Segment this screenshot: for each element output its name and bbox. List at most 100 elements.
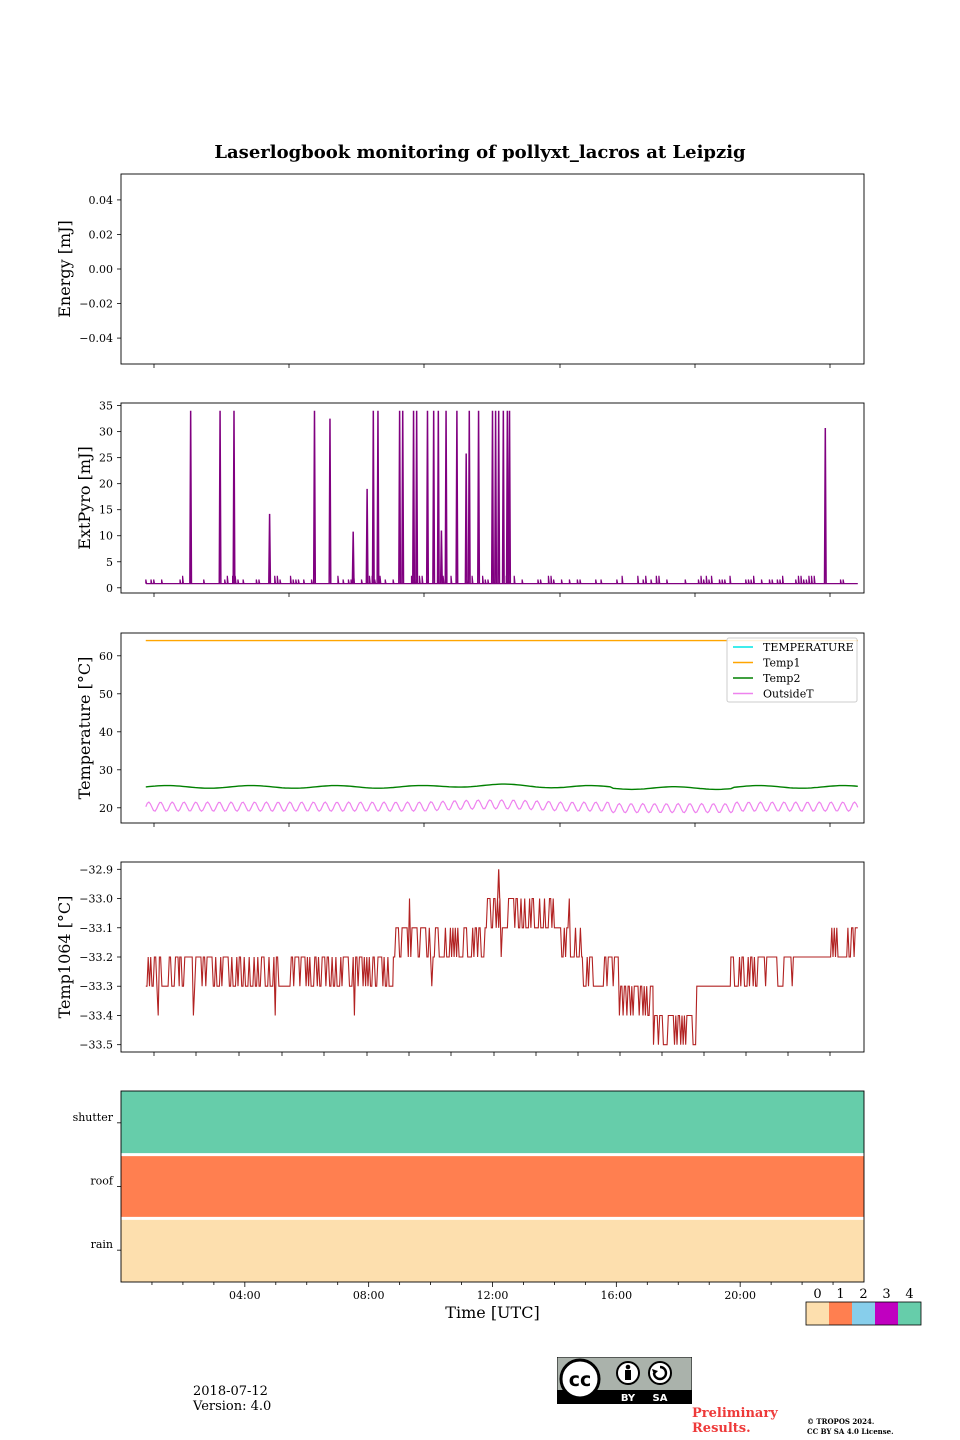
- y-tick-label: 60: [99, 650, 113, 663]
- extpyro-spike: [439, 530, 443, 584]
- flag-row-roof: [121, 1154, 864, 1219]
- copyright-notice: © TROPOS 2024. CC BY SA 4.0 License.: [807, 1417, 894, 1437]
- extpyro-spike: [376, 410, 380, 584]
- y-tick-label: −33.5: [79, 1039, 113, 1052]
- y-tick-label: 40: [99, 726, 113, 739]
- legend-box: [726, 637, 858, 703]
- temp1064-panel: −32.9 −33.0 −33.1 −33.2 −33.3 −33.4 −33.5 Temp1…: [55, 861, 865, 1056]
- preliminary-line-1: Preliminary: [692, 1406, 778, 1421]
- by-label: BY: [621, 1393, 636, 1404]
- x-tick-label: 12:00: [477, 1289, 509, 1302]
- colorbar-tick-label: 3: [882, 1287, 890, 1302]
- y-tick-label: 0.00: [89, 263, 114, 276]
- legend-entry: OutsideT: [763, 688, 814, 701]
- x-tick-label: 16:00: [600, 1289, 632, 1302]
- preliminary-line-2: Results.: [692, 1421, 751, 1436]
- extpyro-spike: [312, 410, 317, 584]
- temp1064-peak: [497, 869, 501, 899]
- x-tick-label: 04:00: [229, 1289, 261, 1302]
- y-axis-label: Energy [mJ]: [55, 220, 74, 318]
- flag-row-label: roof: [90, 1175, 114, 1188]
- extpyro-spike: [501, 410, 505, 584]
- y-tick-label: 15: [99, 504, 113, 517]
- extpyro-spike: [494, 410, 498, 584]
- y-axis-label: Temp1064 [°C]: [55, 896, 74, 1019]
- footer-date: 2018-07-12: [193, 1384, 268, 1399]
- extpyro-spike: [365, 488, 369, 584]
- extpyro-spike: [425, 410, 430, 584]
- y-tick-label: 30: [99, 426, 113, 439]
- y-tick-label: −32.9: [79, 863, 113, 876]
- energy-panel: 0.04 0.02 0.00 −0.02 −0.04 Energy [mJ]: [55, 173, 865, 368]
- extpyro-spike: [436, 410, 440, 584]
- y-tick-label: 35: [99, 400, 113, 413]
- temp2-line: [145, 783, 858, 791]
- extpyro-spike: [477, 410, 481, 584]
- copyright-line-2: CC BY SA 4.0 License.: [807, 1427, 894, 1436]
- y-tick-label: −33.4: [79, 1009, 113, 1022]
- extpyro-spike: [232, 410, 236, 584]
- temp1064-line: [145, 897, 858, 1046]
- y-tick-label: 5: [106, 556, 113, 569]
- y-tick-label: 30: [99, 764, 113, 777]
- flags-panel: shutter roof rain 04:00 08:00 12:00 16:00 20:00…: [73, 1090, 865, 1322]
- flag-row-shutter: [121, 1091, 864, 1155]
- y-tick-label: −33.1: [79, 922, 113, 935]
- legend-entry: Temp1: [763, 657, 800, 670]
- y-tick-label: −33.2: [79, 951, 113, 964]
- extpyro-spike: [328, 418, 332, 584]
- y-tick-label: 50: [99, 688, 113, 701]
- sa-label: SA: [653, 1393, 668, 1404]
- copyright-line-1: © TROPOS 2024.: [807, 1417, 875, 1426]
- figure-title: Laserlogbook monitoring of pollyxt_lacro…: [214, 142, 746, 163]
- extpyro-spike: [415, 410, 419, 584]
- extpyro-spike: [432, 410, 436, 584]
- axes-frame: [120, 402, 865, 594]
- cc-logo-text: cc: [569, 1369, 592, 1391]
- legend-entry: Temp2: [763, 672, 800, 685]
- flag-row-label: shutter: [73, 1111, 114, 1124]
- x-tick-label: 20:00: [724, 1289, 756, 1302]
- x-axis-label: Time [UTC]: [445, 1303, 539, 1322]
- extpyro-spike: [401, 410, 405, 584]
- extpyro-spike: [444, 410, 448, 584]
- colorbar-tick-label: 1: [836, 1287, 844, 1302]
- y-tick-label: 25: [99, 452, 113, 465]
- sa-share-icon: [648, 1361, 672, 1385]
- temperature-panel: 60 50 40 30 20 Temperature [°C] TEMPERATURE Tem…: [75, 632, 865, 827]
- y-tick-label: 20: [99, 478, 113, 491]
- extpyro-spike: [351, 531, 355, 584]
- y-axis-label: ExtPyro [mJ]: [75, 446, 94, 549]
- extpyro-spike: [189, 410, 193, 584]
- y-tick-label: −0.04: [79, 332, 113, 345]
- colorbar-swatch-0: [806, 1302, 829, 1325]
- extpyro-spike: [490, 410, 495, 584]
- extpyro-spike: [823, 427, 827, 584]
- cc-license-badge: cc BY SA: [556, 1356, 693, 1408]
- y-axis-label: Temperature [°C]: [75, 657, 94, 800]
- colorbar-tick-label: 2: [859, 1287, 867, 1302]
- extpyro-spike: [455, 410, 459, 584]
- y-tick-label: −33.3: [79, 980, 113, 993]
- colorbar-swatch-2: [852, 1302, 875, 1325]
- colorbar-swatch-1: [829, 1302, 852, 1325]
- extpyro-spike: [218, 410, 222, 584]
- y-tick-label: 0: [106, 582, 113, 595]
- preliminary-notice: Preliminary Results.: [692, 1406, 778, 1436]
- extpyro-spike: [268, 513, 272, 584]
- colorbar-swatch-4: [898, 1302, 921, 1325]
- extpyro-panel: 35 30 25 20 15 10 5 0 ExtPyro [mJ]: [75, 400, 865, 597]
- y-tick-label: 0.04: [89, 194, 114, 207]
- flag-row-rain: [121, 1218, 864, 1282]
- extpyro-baseline-line: [145, 575, 858, 585]
- outside-temp-line: [145, 799, 859, 814]
- y-tick-label: 0.02: [89, 228, 114, 241]
- extpyro-spike: [497, 410, 501, 584]
- extpyro-spike: [464, 453, 468, 584]
- footer-info: 2018-07-12 Version: 4.0: [193, 1384, 271, 1414]
- footer-version: Version: 4.0: [193, 1399, 272, 1414]
- colorbar-tick-label: 0: [813, 1287, 821, 1302]
- extpyro-spike: [371, 410, 375, 584]
- axes-frame: [120, 632, 865, 824]
